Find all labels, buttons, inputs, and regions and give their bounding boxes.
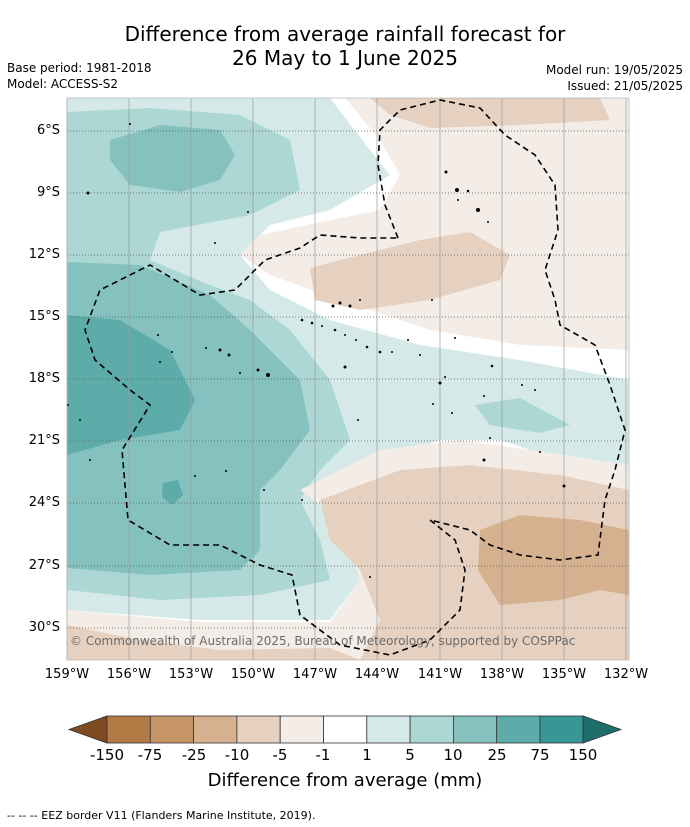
colorbar-label: 150 xyxy=(568,746,598,764)
region-10-25-north xyxy=(110,125,235,192)
colorbar-label: -1 xyxy=(315,746,331,764)
colorbar-label: -75 xyxy=(137,746,163,764)
lon-label: 153°W xyxy=(168,667,214,682)
map-frame xyxy=(66,97,630,661)
eez-border xyxy=(84,99,626,656)
cb-bin xyxy=(236,715,281,744)
meta-right: Model run: 19/05/2025 Issued: 21/05/2025 xyxy=(546,62,683,94)
cb-bin xyxy=(496,715,541,744)
colorbar-label: 10 xyxy=(443,746,463,764)
lat-label: 9°S xyxy=(36,185,60,200)
lat-label: 24°S xyxy=(28,495,60,510)
cb-bin xyxy=(539,715,584,744)
islands xyxy=(67,123,566,578)
cb-bin xyxy=(149,715,195,744)
lat-label: 21°S xyxy=(28,433,60,448)
model-run: Model run: 19/05/2025 xyxy=(545,63,683,77)
lon-label: 144°W xyxy=(354,667,400,682)
region-25-75-small xyxy=(162,480,183,505)
region-neg10-neg25 xyxy=(478,515,629,605)
model-name: Model: ACCESS-S2 xyxy=(7,77,119,91)
lat-label: 30°S xyxy=(28,620,60,635)
colorbar-label: -10 xyxy=(224,746,250,764)
lon-label: 156°W xyxy=(106,667,152,682)
cb-below-150 xyxy=(67,715,108,744)
title-line-1: Difference from average rainfall forecas… xyxy=(124,22,566,46)
base-period: Base period: 1981-2018 xyxy=(7,61,152,75)
region-25-75 xyxy=(67,315,195,455)
graticule xyxy=(67,130,629,629)
colorbar-label: 25 xyxy=(487,746,507,764)
cb-bin xyxy=(106,715,151,744)
region-neg5-neg10-south xyxy=(320,465,629,660)
region-neg5-neg10-top xyxy=(370,98,610,128)
colorbar-label: 1 xyxy=(362,746,372,764)
cb-bin xyxy=(366,715,411,744)
colorbar-label: -25 xyxy=(181,746,207,764)
lon-label: 147°W xyxy=(292,667,338,682)
cb-bin xyxy=(452,715,498,744)
lon-label: 135°W xyxy=(541,667,587,682)
colorbar-label: -5 xyxy=(272,746,288,764)
map-title: Difference from average rainfall forecas… xyxy=(0,22,690,70)
lat-label: 27°S xyxy=(28,558,60,573)
title-line-2: 26 May to 1 June 2025 xyxy=(232,46,458,70)
lat-label: 12°S xyxy=(28,247,60,262)
region-neg5-neg10-mid xyxy=(310,232,510,310)
region-neg5-neg10-southwest xyxy=(67,625,360,660)
colorbar xyxy=(67,715,623,744)
lon-label: 141°W xyxy=(417,667,463,682)
eez-footnote: -- -- -- EEZ border V11 (Flanders Marine… xyxy=(7,809,316,822)
colorbar-label: 75 xyxy=(530,746,550,764)
lat-label: 6°S xyxy=(36,123,60,138)
cb-above-150 xyxy=(582,715,623,744)
lon-label: 138°W xyxy=(479,667,525,682)
colorbar-title: Difference from average (mm) xyxy=(207,770,483,791)
lat-label: 18°S xyxy=(28,371,60,386)
cb-bin xyxy=(409,715,454,744)
colorbar-label: 5 xyxy=(405,746,415,764)
issued-date: Issued: 21/05/2025 xyxy=(567,79,683,93)
region-5-10-east xyxy=(475,398,570,433)
map-credit: © Commonwealth of Australia 2025, Bureau… xyxy=(70,634,576,648)
colorbar-label: -150 xyxy=(89,746,125,764)
lon-label: 150°W xyxy=(230,667,276,682)
lat-label: 15°S xyxy=(28,309,60,324)
cb-bin xyxy=(193,715,238,744)
lon-label: 159°W xyxy=(44,667,90,682)
cb-bin xyxy=(279,715,324,744)
lon-label: 132°W xyxy=(603,667,649,682)
meta-left: Base period: 1981-2018 Model: ACCESS-S2 xyxy=(7,60,152,92)
cb-bin xyxy=(323,715,368,744)
